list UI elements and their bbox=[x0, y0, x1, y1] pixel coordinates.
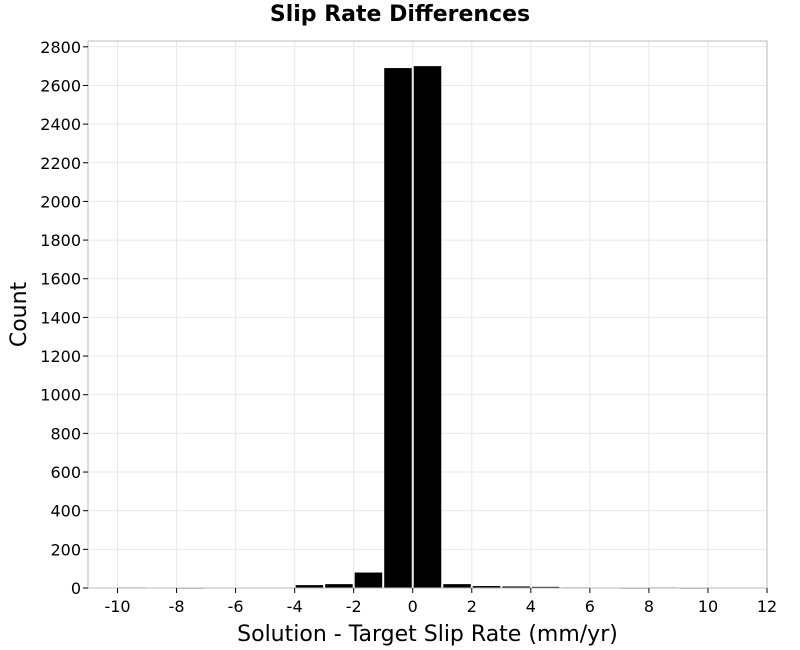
x-tick-label: 10 bbox=[698, 597, 718, 616]
bar-series bbox=[118, 66, 707, 589]
x-tick-label: -8 bbox=[169, 597, 185, 616]
histogram-bar bbox=[325, 584, 353, 588]
chart-title: Slip Rate Differences bbox=[269, 2, 531, 27]
histogram-bar bbox=[413, 66, 442, 589]
plot-frame bbox=[87, 40, 768, 589]
y-axis-ticks: 0 200 400 600 800 1000 1200 1400 1600 1800 2000 220… bbox=[40, 38, 88, 598]
y-tick-label: 1000 bbox=[40, 386, 81, 405]
y-tick-label: 200 bbox=[50, 540, 81, 559]
y-axis-label: Count bbox=[7, 281, 32, 347]
y-tick-label: 400 bbox=[50, 502, 81, 521]
y-tick-label: 1400 bbox=[40, 308, 81, 327]
y-tick-label: 2800 bbox=[40, 38, 81, 57]
x-tick-label: 8 bbox=[644, 597, 654, 616]
histogram-bar bbox=[531, 586, 560, 588]
y-tick-label: 1200 bbox=[40, 347, 81, 366]
y-tick-label: 2600 bbox=[40, 76, 81, 95]
y-tick-label: 2000 bbox=[40, 192, 81, 211]
x-tick-label: 0 bbox=[408, 597, 418, 616]
x-axis-ticks: -10 -8 -6 -4 -2 0 2 4 6 8 10 12 bbox=[104, 588, 777, 616]
y-tick-label: 1800 bbox=[40, 231, 81, 250]
histogram-bar bbox=[295, 585, 324, 588]
x-tick-label: -6 bbox=[228, 597, 244, 616]
histogram-bar bbox=[502, 586, 530, 588]
histogram-bar bbox=[384, 68, 412, 589]
histogram-bar bbox=[443, 584, 471, 588]
x-tick-label: 4 bbox=[526, 597, 536, 616]
x-tick-label: 2 bbox=[467, 597, 477, 616]
histogram-bar bbox=[354, 572, 383, 588]
x-axis-label: Solution - Target Slip Rate (mm/yr) bbox=[237, 622, 618, 647]
x-tick-label: -4 bbox=[287, 597, 303, 616]
x-tick-label: -2 bbox=[346, 597, 362, 616]
y-tick-label: 2400 bbox=[40, 115, 81, 134]
y-tick-label: 1600 bbox=[40, 270, 81, 289]
x-tick-label: -10 bbox=[104, 597, 130, 616]
histogram-bar bbox=[472, 586, 501, 588]
y-tick-label: 2200 bbox=[40, 154, 81, 173]
x-tick-label: 12 bbox=[757, 597, 777, 616]
y-tick-label: 800 bbox=[50, 424, 81, 443]
y-tick-label: 600 bbox=[50, 463, 81, 482]
y-tick-label: 0 bbox=[71, 579, 81, 598]
x-tick-label: 6 bbox=[585, 597, 595, 616]
